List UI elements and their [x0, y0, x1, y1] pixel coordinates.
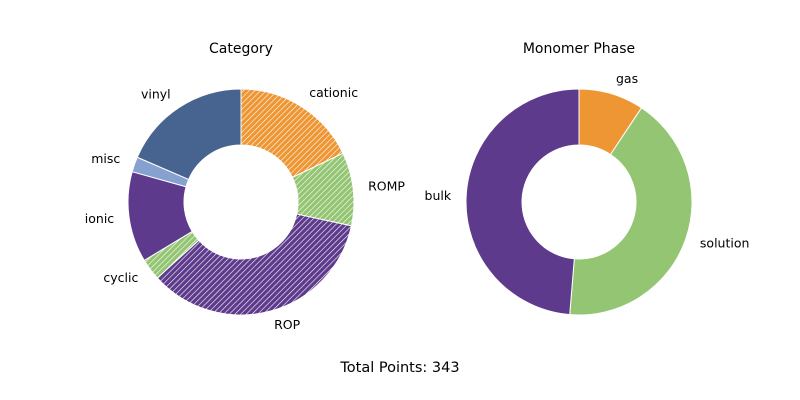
- slice-bulk: [465, 88, 580, 316]
- slice-label-romp: ROMP: [368, 179, 405, 194]
- slice-vinyl: [136, 88, 242, 181]
- slice-rop: [156, 213, 353, 316]
- slice-label-vinyl: vinyl: [141, 87, 171, 102]
- slice-label-cyclic: cyclic: [103, 270, 138, 285]
- category-donut-chart: cationic ROMP ROP cyclic ionic misc vinyl: [85, 85, 406, 332]
- slice-label-ionic: ionic: [85, 211, 115, 226]
- slice-label-solution: solution: [700, 235, 750, 250]
- monomer-phase-donut-chart: gas solution bulk: [425, 71, 750, 316]
- right-chart-title: Monomer Phase: [523, 41, 635, 57]
- slice-solution: [569, 107, 693, 316]
- slice-label-bulk: bulk: [425, 188, 452, 203]
- left-chart-title: Category: [209, 41, 273, 57]
- slice-label-cationic: cationic: [309, 85, 358, 100]
- slice-label-misc: misc: [91, 151, 120, 166]
- slice-label-rop: ROP: [274, 317, 301, 332]
- total-points-label: Total Points: 343: [339, 360, 459, 376]
- slice-label-gas: gas: [616, 71, 638, 86]
